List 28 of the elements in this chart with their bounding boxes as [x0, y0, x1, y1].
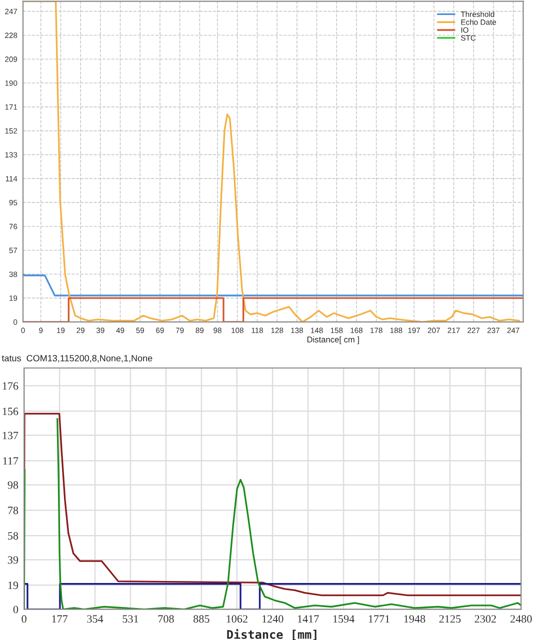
x-tick-label: 2480	[510, 615, 532, 623]
y-tick-label: 78	[8, 506, 18, 514]
x-tick-label: 1062	[226, 615, 248, 623]
y-tick-label: 137	[2, 432, 18, 440]
y-tick-label: 176	[2, 382, 18, 390]
y-tick-label: 117	[3, 457, 18, 465]
x-tick-label: 1594	[333, 615, 354, 623]
x-tick-label: 0	[22, 615, 26, 623]
x-tick-label: 708	[158, 615, 174, 623]
text: tatus COM13,115200,8,None,1,None	[2, 354, 152, 362]
y-tick-label: 0	[13, 606, 18, 614]
x-tick-label: 177	[52, 615, 68, 623]
y-tick-label: 98	[8, 481, 18, 489]
y-tick-label: 58	[8, 532, 18, 540]
x-axis-title: Distance [mm]	[227, 629, 316, 640]
y-tick-label: 19	[8, 582, 18, 590]
x-axis-title: Distance[ cm ]	[307, 336, 359, 344]
x-tick-label: 2125	[439, 615, 461, 623]
y-tick-label: 39	[8, 556, 18, 564]
x-tick-label: 354	[87, 615, 104, 623]
x-tick-label: 1417	[298, 615, 319, 623]
x-tick-label: 1948	[404, 615, 426, 623]
x-tick-label: 1771	[368, 615, 390, 623]
x-tick-label: 885	[194, 615, 210, 623]
x-tick-label: 2302	[474, 615, 496, 623]
y-tick-label: 156	[2, 408, 18, 416]
x-tick-label: 1240	[262, 615, 284, 623]
x-tick-label: 531	[122, 615, 138, 623]
